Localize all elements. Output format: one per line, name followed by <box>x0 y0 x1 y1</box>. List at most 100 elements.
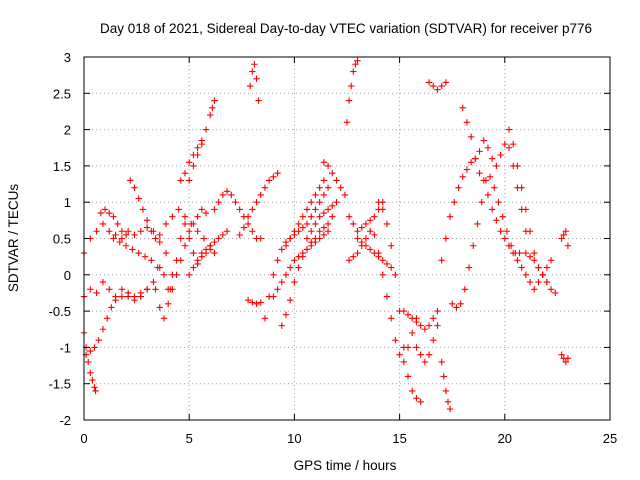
data-point <box>194 228 201 235</box>
data-point <box>425 79 433 86</box>
data-point <box>148 257 155 264</box>
data-point <box>505 144 513 151</box>
data-point <box>177 177 184 184</box>
data-point <box>85 358 92 366</box>
data-point <box>501 140 508 148</box>
data-point <box>291 257 298 264</box>
plot-frame <box>83 56 611 421</box>
gridlines <box>84 57 610 420</box>
data-point <box>278 246 285 253</box>
data-point <box>465 264 473 271</box>
data-point <box>531 257 538 264</box>
data-point <box>518 184 525 191</box>
data-point <box>194 213 201 220</box>
data-point <box>160 271 168 278</box>
y-tick-label: 3 <box>64 50 71 65</box>
data-point <box>219 231 227 239</box>
data-point <box>564 355 572 362</box>
data-point <box>488 206 496 213</box>
data-point <box>434 307 441 315</box>
data-point <box>430 336 437 344</box>
data-point <box>409 387 416 395</box>
data-point <box>93 289 100 297</box>
data-point <box>329 202 336 210</box>
data-point <box>531 249 538 257</box>
data-point <box>467 159 475 166</box>
data-point <box>392 271 399 278</box>
data-point <box>558 235 565 242</box>
data-point <box>251 61 258 68</box>
data-point <box>491 184 498 191</box>
data-point <box>160 315 168 322</box>
data-point <box>106 209 113 217</box>
data-point <box>430 82 437 90</box>
data-point <box>392 336 399 344</box>
x-tick-label: 10 <box>287 431 301 446</box>
data-point <box>299 253 307 260</box>
data-point <box>488 155 496 162</box>
data-point <box>480 137 487 144</box>
data-point <box>451 199 458 206</box>
data-point <box>409 315 416 322</box>
data-point <box>129 246 136 253</box>
data-point <box>112 231 119 239</box>
data-point <box>518 264 525 271</box>
data-point <box>228 191 235 199</box>
data-point <box>366 228 374 235</box>
data-point <box>209 104 216 112</box>
data-point <box>249 299 256 306</box>
data-point <box>303 246 311 253</box>
data-point <box>442 387 450 395</box>
x-tick-label: 5 <box>186 431 193 446</box>
data-point <box>194 151 201 159</box>
data-point <box>324 162 332 170</box>
data-point <box>198 249 206 257</box>
data-point <box>463 166 471 173</box>
y-axis-label: SDTVAR / TECUs <box>6 184 21 293</box>
data-point <box>261 315 269 322</box>
data-point <box>118 228 126 235</box>
data-point <box>124 228 132 235</box>
data-point <box>92 387 99 395</box>
data-point <box>425 322 433 329</box>
data-point <box>446 213 454 220</box>
data-point <box>352 61 359 68</box>
data-point <box>543 278 551 286</box>
data-point <box>413 318 420 326</box>
data-point <box>207 111 214 119</box>
data-point <box>459 104 466 112</box>
data-point <box>493 217 500 224</box>
data-point <box>274 257 281 264</box>
data-point <box>282 271 290 278</box>
data-point <box>320 177 328 184</box>
data-point <box>249 68 256 75</box>
data-point <box>177 235 184 242</box>
data-point <box>122 242 130 249</box>
data-point <box>345 213 353 220</box>
data-point <box>303 206 311 213</box>
data-point <box>404 311 412 318</box>
data-point <box>308 228 315 235</box>
data-point <box>232 199 239 206</box>
data-point <box>371 249 378 257</box>
data-point <box>417 322 424 329</box>
data-point <box>253 199 260 206</box>
data-point <box>164 300 172 308</box>
data-point <box>286 297 294 304</box>
data-point <box>493 162 500 170</box>
data-point <box>103 315 111 322</box>
data-point <box>400 344 408 351</box>
data-point <box>152 235 159 242</box>
data-point <box>484 144 492 151</box>
y-tick-label: 1.5 <box>53 159 71 174</box>
data-point <box>261 184 269 191</box>
data-point <box>112 297 119 304</box>
data-point <box>499 213 506 220</box>
data-point <box>333 177 340 184</box>
data-point <box>425 351 433 358</box>
y-tick-label: -1 <box>59 340 71 355</box>
data-point <box>150 278 157 286</box>
x-tick-label: 20 <box>498 431 512 446</box>
data-point <box>324 184 332 191</box>
